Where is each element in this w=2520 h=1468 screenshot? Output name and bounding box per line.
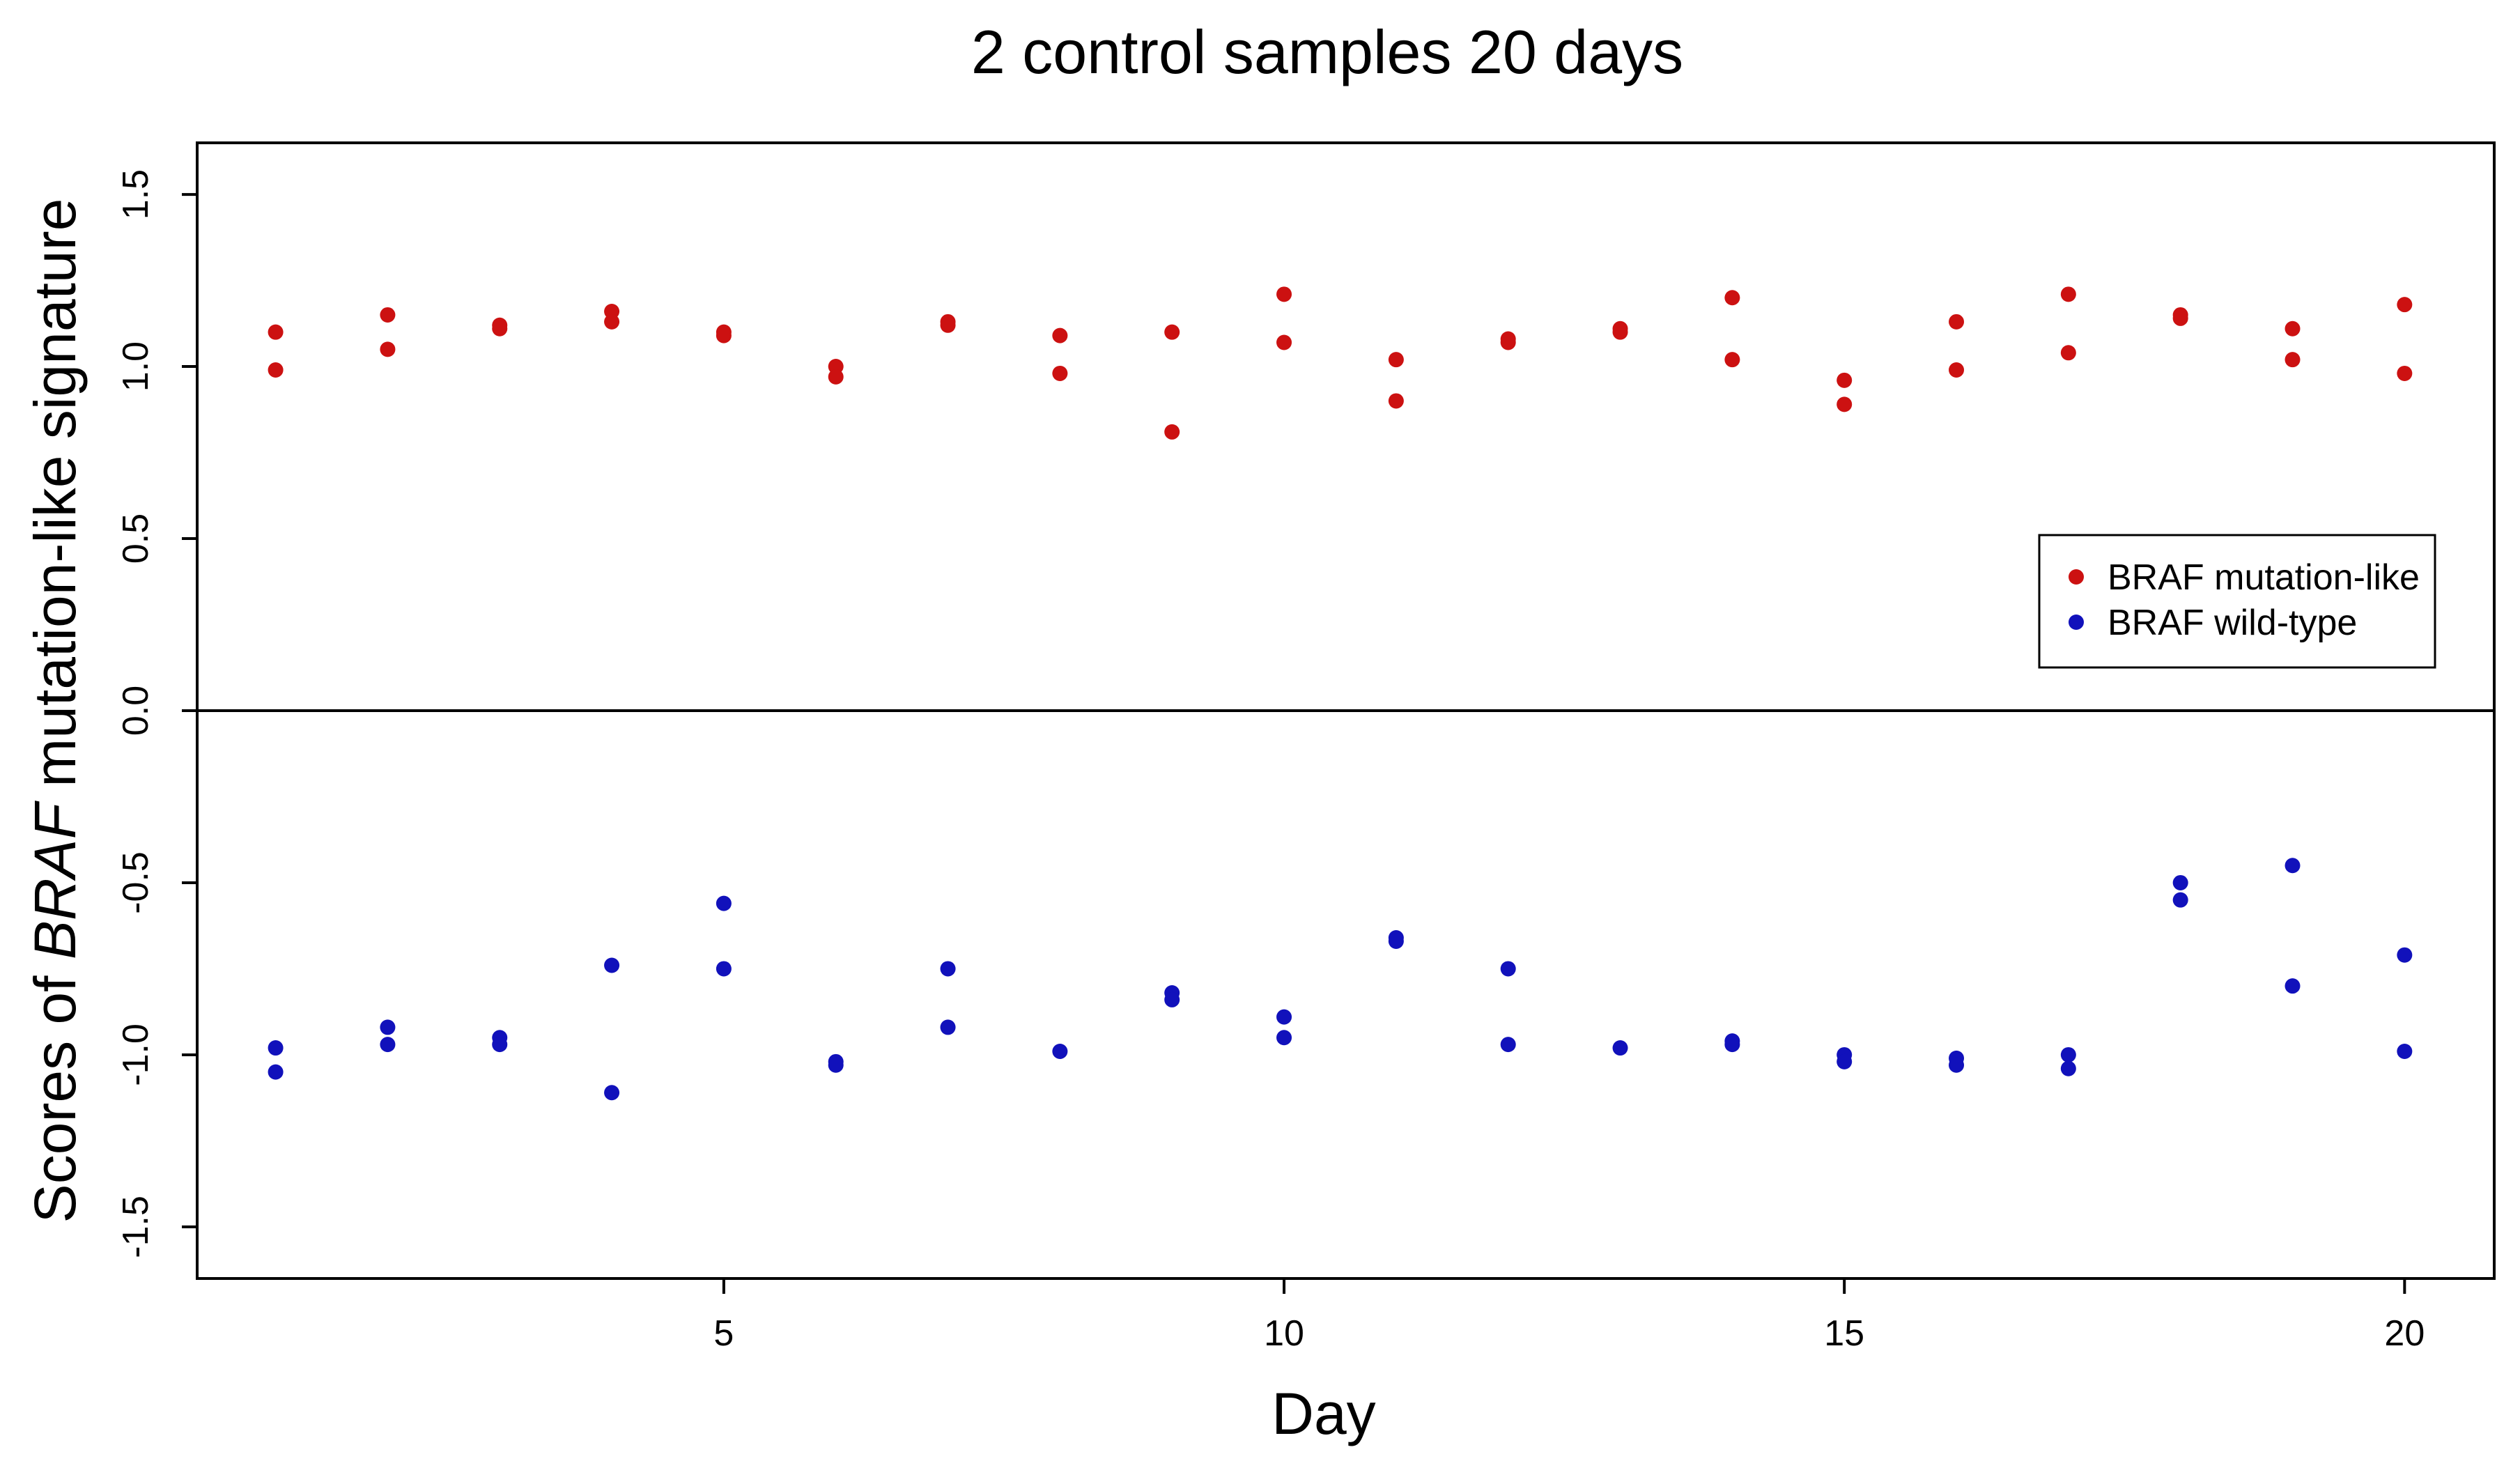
point-wild-type (828, 1057, 844, 1073)
point-wild-type (2060, 1046, 2076, 1063)
point-mutation-like (2285, 352, 2301, 368)
point-wild-type (1052, 1044, 1068, 1059)
y-tick-label: -1.0 (116, 1023, 156, 1086)
point-wild-type (716, 895, 732, 911)
y-tick-label: 0.5 (116, 513, 156, 564)
y-axis: -1.5 -1.0 -0.5 0.0 0.5 1.0 1.5 (116, 169, 197, 1258)
point-mutation-like (1276, 334, 1292, 350)
y-tick-label: 0.0 (116, 686, 156, 736)
point-mutation-like (268, 324, 284, 340)
legend-box (2038, 534, 2436, 669)
point-wild-type (604, 957, 620, 973)
point-wild-type (2172, 892, 2188, 908)
y-axis-label-italic: BRAF (22, 800, 88, 959)
point-wild-type (716, 961, 732, 977)
y-axis-label: Scores of BRAF mutation-like signature (22, 199, 88, 1223)
point-mutation-like (2060, 345, 2076, 361)
point-mutation-like (1837, 396, 1853, 412)
point-wild-type (1500, 961, 1516, 977)
point-mutation-like (940, 317, 956, 333)
point-wild-type (1612, 1040, 1628, 1056)
chart-title: 2 control samples 20 days (971, 17, 1683, 86)
point-wild-type (2060, 1060, 2076, 1076)
point-wild-type (1164, 991, 1180, 1007)
y-tick-label: 1.0 (116, 341, 156, 392)
point-wild-type (1837, 1053, 1853, 1069)
point-mutation-like (1276, 286, 1292, 302)
y-tick-label: -0.5 (116, 851, 156, 914)
x-axis: 5 10 15 20 (713, 1278, 2425, 1354)
point-mutation-like (380, 341, 396, 357)
legend-marker-mutation-like (2069, 569, 2084, 585)
point-mutation-like (1612, 324, 1628, 340)
point-wild-type (380, 1019, 396, 1035)
point-mutation-like (1052, 327, 1068, 343)
point-mutation-like (1949, 314, 1965, 330)
point-mutation-like (1500, 334, 1516, 350)
point-wild-type (1276, 1030, 1292, 1046)
point-mutation-like (492, 320, 508, 337)
legend-label-wild-type: BRAF wild-type (2108, 603, 2357, 643)
data-points (268, 286, 2413, 1101)
point-wild-type (940, 1019, 956, 1035)
point-wild-type (1724, 1037, 1740, 1053)
point-wild-type (1949, 1057, 1965, 1073)
point-wild-type (604, 1085, 620, 1101)
y-tick-label: -1.5 (116, 1196, 156, 1258)
point-mutation-like (1724, 290, 1740, 306)
point-mutation-like (1837, 372, 1853, 388)
point-wild-type (2397, 1044, 2413, 1059)
point-mutation-like (2397, 365, 2413, 381)
point-mutation-like (2397, 297, 2413, 313)
point-wild-type (940, 961, 956, 977)
point-wild-type (268, 1064, 284, 1080)
x-tick-label: 10 (1264, 1313, 1304, 1354)
point-mutation-like (380, 307, 396, 323)
point-wild-type (2397, 947, 2413, 963)
point-mutation-like (1724, 352, 1740, 368)
x-axis-label: Day (1271, 1381, 1375, 1446)
point-mutation-like (604, 314, 620, 330)
point-mutation-like (1052, 365, 1068, 381)
legend: BRAF mutation-like BRAF wild-type (2038, 534, 2436, 669)
point-mutation-like (1388, 352, 1404, 368)
point-mutation-like (828, 369, 844, 385)
y-axis-label-suffix: mutation-like signature (22, 199, 88, 803)
point-mutation-like (1949, 362, 1965, 378)
legend-label-mutation-like: BRAF mutation-like (2108, 557, 2420, 598)
point-mutation-like (1164, 324, 1180, 340)
point-mutation-like (2285, 320, 2301, 337)
point-wild-type (492, 1037, 508, 1053)
point-wild-type (1388, 933, 1404, 949)
point-mutation-like (268, 362, 284, 378)
legend-marker-wild-type (2069, 615, 2084, 630)
point-wild-type (2285, 978, 2301, 994)
point-wild-type (380, 1037, 396, 1053)
y-tick-label: 1.5 (116, 169, 156, 219)
point-wild-type (2285, 858, 2301, 874)
x-tick-label: 5 (713, 1313, 734, 1354)
y-axis-label-prefix: Scores of (22, 959, 88, 1223)
point-wild-type (1500, 1037, 1516, 1053)
point-mutation-like (716, 327, 732, 343)
point-mutation-like (2172, 310, 2188, 326)
x-tick-label: 15 (1824, 1313, 1864, 1354)
point-mutation-like (2060, 286, 2076, 302)
x-tick-label: 20 (2384, 1313, 2425, 1354)
point-mutation-like (1388, 393, 1404, 409)
point-wild-type (1276, 1009, 1292, 1025)
point-mutation-like (1164, 424, 1180, 440)
point-wild-type (268, 1040, 284, 1056)
point-wild-type (2172, 874, 2188, 890)
